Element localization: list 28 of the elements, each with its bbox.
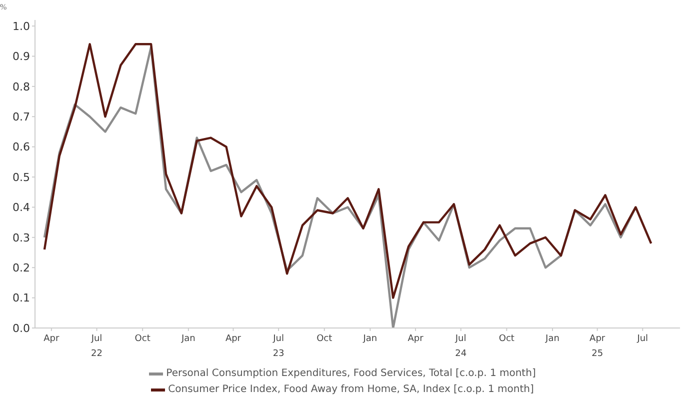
y-tick-label: 1.0: [12, 20, 30, 33]
y-tick-label: 0.9: [12, 50, 30, 64]
y-tick-label: 0.1: [12, 292, 30, 305]
x-tick-label: Apr: [44, 334, 60, 344]
x-tick-label: Jan: [544, 334, 560, 344]
x-tick-label: Oct: [498, 334, 515, 344]
y-tick-label: 0.2: [12, 262, 30, 275]
legend-label: Consumer Price Index, Food Away from Home, SA, Index [c.o.p. 1 month]: [168, 383, 534, 397]
x-tick-label: Jul 24: [454, 334, 467, 359]
y-tick-label: 0.8: [12, 80, 30, 94]
x-tick-label: Jul: [636, 334, 648, 344]
x-tick-label: Apr 25: [590, 334, 606, 359]
y-tick-label: 0.7: [12, 110, 30, 124]
x-tick-label: Oct: [316, 334, 333, 344]
y-tick-label: 0.0: [12, 322, 30, 335]
x-tick-label: Apr: [225, 334, 242, 344]
x-tick-label: Jul 23: [272, 334, 284, 359]
x-tick-label: Apr: [408, 334, 424, 344]
legend-label: Personal Consumption Expenditures, Food Services, Total [c.o.p. 1 month]: [166, 367, 536, 381]
y-tick-label: 0.4: [12, 201, 30, 214]
x-tick-label: Jan: [180, 334, 196, 344]
x-tick-label: Jan: [362, 334, 378, 344]
x-tick-label: Oct: [134, 334, 151, 344]
y-tick-label: 0.6: [12, 140, 30, 154]
y-tick-label: 0.5: [12, 170, 30, 184]
x-tick-label: Jul 22: [90, 334, 102, 359]
y-tick-label: 0.3: [12, 231, 30, 244]
y-axis-title: %: [0, 2, 7, 12]
